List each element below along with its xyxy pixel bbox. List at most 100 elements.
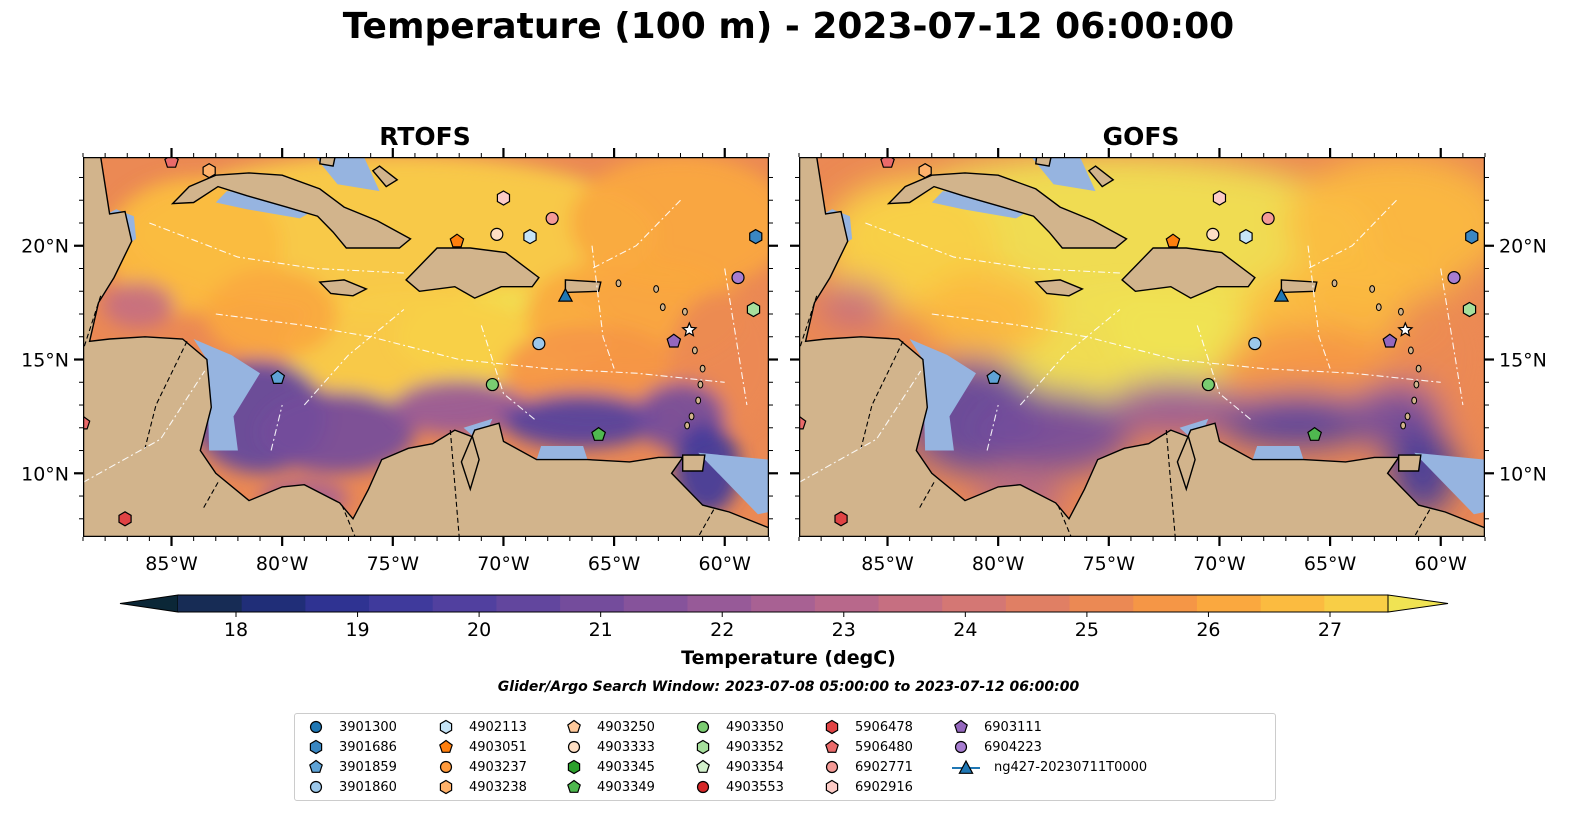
shallow-water bbox=[536, 446, 588, 460]
legend-item: 6902771 bbox=[821, 757, 913, 777]
island bbox=[1331, 279, 1338, 288]
lat-tick-label: 15°N bbox=[1499, 350, 1547, 372]
legend-item: 4903250 bbox=[563, 717, 655, 737]
argo-float-marker bbox=[1307, 426, 1323, 441]
argo-float-marker bbox=[749, 228, 763, 245]
legend-pentagon-icon bbox=[309, 759, 323, 773]
lon-tick-label: 75°W bbox=[1083, 553, 1136, 575]
land-hispaniola bbox=[405, 247, 540, 299]
legend-marker bbox=[696, 739, 710, 755]
island bbox=[699, 364, 706, 373]
legend: 3901300 3901686 3901859 3901860 4902113 49030… bbox=[294, 713, 1276, 801]
legend-marker bbox=[825, 779, 839, 795]
eez-boundary bbox=[591, 199, 681, 269]
colorbar-segment bbox=[560, 595, 625, 612]
legend-item: 3901300 bbox=[305, 717, 397, 737]
colorbar-tick-label: 25 bbox=[1075, 619, 1099, 641]
argo-float-marker bbox=[545, 211, 559, 226]
map-panel-rtofs bbox=[83, 157, 769, 537]
argo-float-marker bbox=[1397, 321, 1414, 337]
argo-float-marker bbox=[1248, 336, 1262, 351]
legend-marker bbox=[439, 760, 453, 774]
argo-float-marker bbox=[1201, 377, 1215, 392]
shallow-water bbox=[193, 339, 260, 451]
eez-boundary bbox=[1440, 268, 1464, 406]
legend-item: 6902916 bbox=[821, 777, 913, 797]
border-line bbox=[799, 295, 818, 351]
legend-circle-icon bbox=[825, 760, 839, 774]
island bbox=[1411, 396, 1418, 405]
legend-label: 5906480 bbox=[855, 739, 913, 755]
island bbox=[615, 279, 622, 288]
legend-marker bbox=[439, 719, 453, 735]
border-line bbox=[1413, 509, 1431, 537]
legend-item: 3901859 bbox=[305, 757, 397, 777]
lon-tick-label: 70°W bbox=[477, 553, 530, 575]
colorbar-tick-label: 27 bbox=[1318, 619, 1342, 641]
eez-boundary bbox=[591, 245, 615, 369]
lon-tick-label: 75°W bbox=[367, 553, 420, 575]
argo-float-marker bbox=[490, 227, 504, 241]
colorbar-segment bbox=[1133, 595, 1198, 612]
argo-float-marker bbox=[918, 163, 932, 179]
border-line bbox=[1057, 504, 1072, 537]
legend-label: 6902771 bbox=[855, 759, 913, 775]
border-line bbox=[449, 430, 460, 537]
argo-float-marker bbox=[1165, 233, 1181, 248]
argo-float-marker bbox=[270, 369, 286, 384]
land-jamaica bbox=[1034, 279, 1084, 297]
argo-float-marker bbox=[799, 415, 807, 430]
legend-pentagon-icon bbox=[825, 739, 839, 753]
legend-marker bbox=[309, 759, 323, 773]
legend-item: 4903352 bbox=[692, 737, 784, 757]
land-trinidad bbox=[682, 454, 706, 472]
colorbar-tick-label: 22 bbox=[710, 619, 734, 641]
legend-item: 3901860 bbox=[305, 777, 397, 797]
argo-float-marker bbox=[880, 157, 895, 168]
colorbar-max-extend bbox=[1387, 594, 1449, 613]
legend-hexagon-icon bbox=[309, 739, 323, 755]
legend-marker bbox=[696, 759, 710, 773]
legend-label: 3901300 bbox=[339, 719, 397, 735]
legend-label: 6902916 bbox=[855, 779, 913, 795]
legend-label: 4902113 bbox=[469, 719, 527, 735]
legend-label: ng427-20230711T0000 bbox=[994, 759, 1148, 775]
lat-tick-label: 20°N bbox=[1499, 236, 1547, 258]
legend-pentagon-icon bbox=[439, 739, 453, 753]
figure-title: Temperature (100 m) - 2023-07-12 06:00:0… bbox=[342, 6, 1235, 47]
argo-float-marker bbox=[1212, 190, 1227, 206]
eez-boundary bbox=[1307, 199, 1397, 269]
legend-circle-icon bbox=[309, 720, 323, 734]
land-mainland bbox=[83, 157, 769, 537]
lon-tick-label: 85°W bbox=[145, 553, 198, 575]
argo-float-marker bbox=[532, 336, 546, 351]
legend-marker bbox=[309, 739, 323, 755]
island bbox=[653, 285, 660, 293]
legend-pentagon-icon bbox=[567, 779, 581, 793]
colorbar-segment bbox=[1324, 595, 1389, 612]
eez-boundary bbox=[1196, 325, 1253, 422]
legend-marker bbox=[567, 740, 581, 754]
argo-float-marker bbox=[1465, 228, 1479, 245]
legend-item: 6904223 bbox=[950, 737, 1042, 757]
colorbar-segment bbox=[305, 595, 370, 612]
legend-label: 4903333 bbox=[597, 739, 655, 755]
panel-title-rtofs: RTOFS bbox=[379, 122, 471, 151]
legend-hexagon-icon bbox=[825, 719, 839, 735]
argo-float-marker bbox=[1239, 228, 1253, 245]
eez-boundary bbox=[1307, 245, 1331, 369]
legend-marker bbox=[567, 719, 581, 733]
legend-item: 5906478 bbox=[821, 717, 913, 737]
island bbox=[697, 380, 704, 389]
legend-marker bbox=[952, 759, 980, 774]
colorbar-segment bbox=[369, 595, 434, 612]
legend-item: 4903345 bbox=[563, 757, 655, 777]
border-line bbox=[83, 295, 102, 351]
lon-tick-label: 60°W bbox=[699, 553, 752, 575]
shallow-water bbox=[215, 191, 320, 219]
legend-label: 4903349 bbox=[597, 779, 655, 795]
legend-label: 6904223 bbox=[984, 739, 1042, 755]
land-bahamas2 bbox=[1087, 165, 1115, 188]
legend-item: 6903111 bbox=[950, 717, 1042, 737]
legend-label: 4903350 bbox=[726, 719, 784, 735]
